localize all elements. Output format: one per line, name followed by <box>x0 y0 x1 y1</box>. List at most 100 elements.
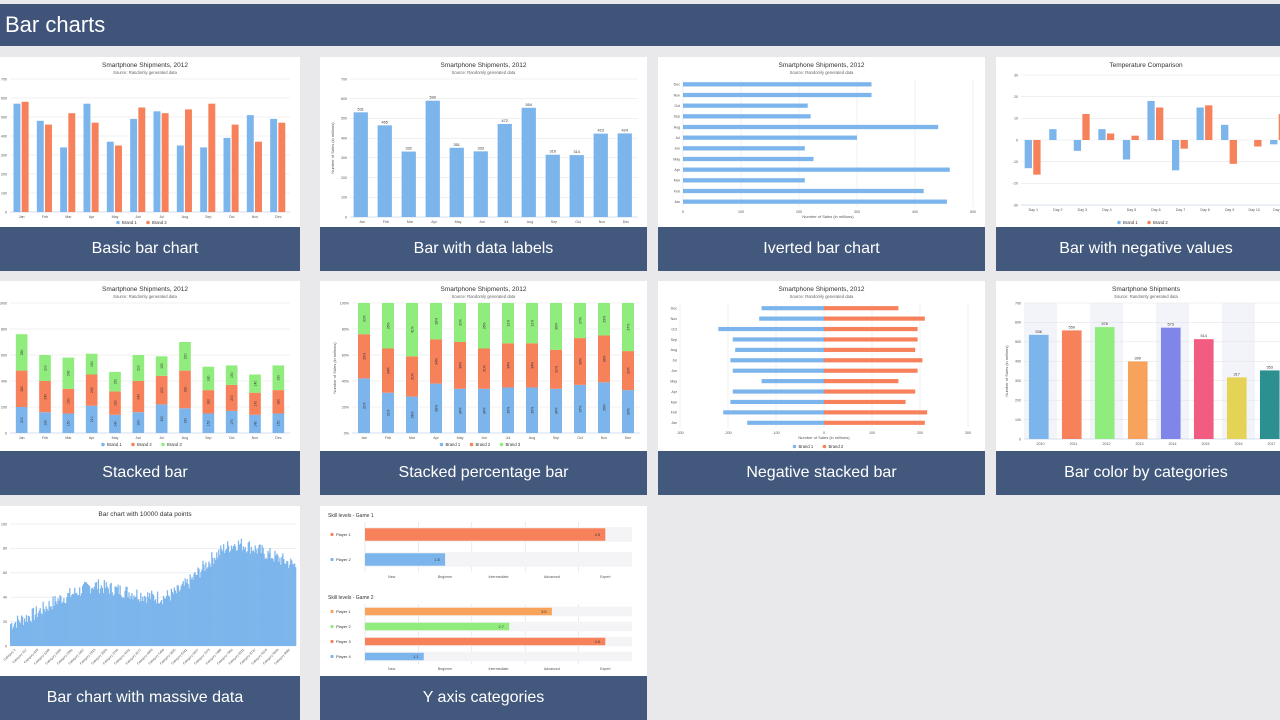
bar <box>735 347 824 352</box>
card-bar-data-labels[interactable]: Smartphone Shipments, 2012 Source: Random… <box>320 57 647 271</box>
y-tick-label: 600 <box>1015 321 1021 325</box>
bar <box>272 390 285 414</box>
bar <box>155 375 168 405</box>
bar <box>28 616 31 646</box>
x-tick-label: Day 1 <box>1029 208 1038 212</box>
bar <box>39 608 41 646</box>
y-axis-title: Number of Sales (in millions) <box>1004 345 1009 397</box>
page-title: Bar charts <box>5 12 106 37</box>
x-tick-label: Beginner <box>438 667 453 671</box>
bar <box>275 555 277 646</box>
y-tick-label: Dec <box>671 307 678 311</box>
card-color-by-category[interactable]: Smartphone Shipments Source: Randomly gen… <box>996 281 1280 495</box>
bar <box>160 600 163 646</box>
bar <box>123 598 125 646</box>
legend-label: Player 1 <box>336 532 351 537</box>
data-label: 514 <box>1200 334 1206 338</box>
card-negative-values[interactable]: Temperature Comparison -30 -20 -10 0 10 20 30 Da… <box>996 57 1280 271</box>
chart-subtitle: Source: Randomly generated data <box>113 70 177 75</box>
bar <box>1196 107 1204 140</box>
data-label: 3.5 <box>541 610 546 614</box>
bar <box>270 118 278 212</box>
y-tick-label: Feb <box>674 189 680 193</box>
data-label: 590 <box>429 96 435 100</box>
data-label: 35% <box>386 322 390 329</box>
bar <box>276 553 278 646</box>
x-tick-label: 100 <box>738 210 744 214</box>
x-tick-label: Apr <box>89 215 95 219</box>
bar <box>78 595 80 646</box>
bar <box>258 544 260 646</box>
bar <box>191 576 193 646</box>
legend-label: Brand 1 <box>446 442 461 447</box>
bar <box>1049 129 1057 140</box>
bar <box>135 596 137 646</box>
bar <box>55 601 57 646</box>
bar <box>12 626 15 646</box>
bar <box>1171 140 1180 171</box>
bar <box>365 607 552 616</box>
bar <box>502 303 514 344</box>
card-inverted-bar[interactable]: Smartphone Shipments, 2012 Source: Random… <box>658 57 985 271</box>
bar <box>622 351 634 391</box>
chart-title: Bar chart with 10000 data points <box>98 511 192 518</box>
bar <box>1180 140 1188 149</box>
bar <box>85 582 88 646</box>
data-label: 33% <box>626 408 630 415</box>
bar <box>199 577 201 646</box>
bar <box>108 593 110 646</box>
bar <box>162 595 165 646</box>
bar <box>732 389 824 394</box>
bar <box>109 584 111 646</box>
bar <box>185 582 187 646</box>
data-label: 37% <box>626 324 630 331</box>
legend-label: Brand 3 <box>167 442 182 447</box>
massive-data-chart: Bar chart with 10000 data points 0 20 40 60 8… <box>1 511 297 666</box>
x-tick-label: 200 <box>917 431 923 435</box>
x-tick-label: 100 <box>869 431 875 435</box>
bar <box>187 583 189 646</box>
bar <box>473 151 488 217</box>
bar <box>18 621 21 646</box>
bar <box>132 412 145 433</box>
x-tick-label: Jul <box>159 215 164 219</box>
y-tick-label: 20% <box>342 405 350 409</box>
y-tick-label: 0 <box>5 644 7 648</box>
bar <box>48 601 50 646</box>
legend-marker <box>116 220 120 225</box>
bar <box>112 595 114 646</box>
card-negative-stacked[interactable]: Smartphone Shipments, 2012 Source: Random… <box>658 281 985 495</box>
bar <box>1073 140 1082 151</box>
bar <box>147 592 149 646</box>
y-tick-label: 0 <box>345 215 347 219</box>
x-tick-label: Day 3 <box>1078 208 1087 212</box>
bar <box>250 546 252 646</box>
bar <box>227 545 230 646</box>
y-tick-label: 700 <box>1015 301 1021 305</box>
bar <box>295 567 297 646</box>
bar <box>257 548 259 646</box>
bar <box>208 103 216 212</box>
card-y-axis-categories[interactable]: Skill levels - Game 1 New Beginner Intermed… <box>320 506 647 720</box>
card-stacked-bar[interactable]: Smartphone Shipments, 2012 Source: Random… <box>0 281 300 495</box>
bar <box>75 593 77 646</box>
bar <box>149 592 151 646</box>
bar <box>683 178 805 183</box>
y-tick-label: 20 <box>3 620 7 624</box>
card-stacked-percentage[interactable]: Smartphone Shipments, 2012 Source: Random… <box>320 281 647 495</box>
y-tick-label: Jun <box>671 369 677 373</box>
bar <box>129 598 131 646</box>
card-massive-data[interactable]: Bar chart with 10000 data points 0 20 40 60 8… <box>0 506 300 720</box>
chart-title: Smartphone Shipments <box>1112 286 1181 293</box>
data-label: 399 <box>1134 356 1140 360</box>
bar <box>233 544 236 646</box>
card-basic-bar[interactable]: Smartphone Shipments, 2012 Source: Random… <box>0 57 300 271</box>
bar <box>107 588 109 646</box>
y-tick-label: Jan <box>671 421 677 425</box>
bar <box>569 155 584 217</box>
bar <box>159 601 162 646</box>
bar <box>526 303 538 344</box>
bar <box>62 413 75 433</box>
bar <box>365 637 606 646</box>
